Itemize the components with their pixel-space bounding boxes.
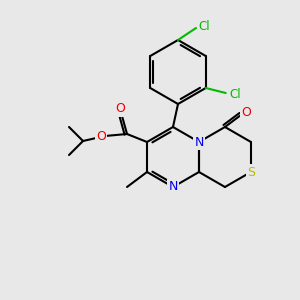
- Text: N: N: [168, 181, 178, 194]
- Text: Cl: Cl: [198, 20, 210, 32]
- Text: Cl: Cl: [229, 88, 241, 101]
- Text: O: O: [115, 103, 125, 116]
- Text: O: O: [96, 130, 106, 142]
- Text: S: S: [247, 166, 255, 178]
- Text: O: O: [241, 106, 251, 118]
- Text: N: N: [194, 136, 204, 148]
